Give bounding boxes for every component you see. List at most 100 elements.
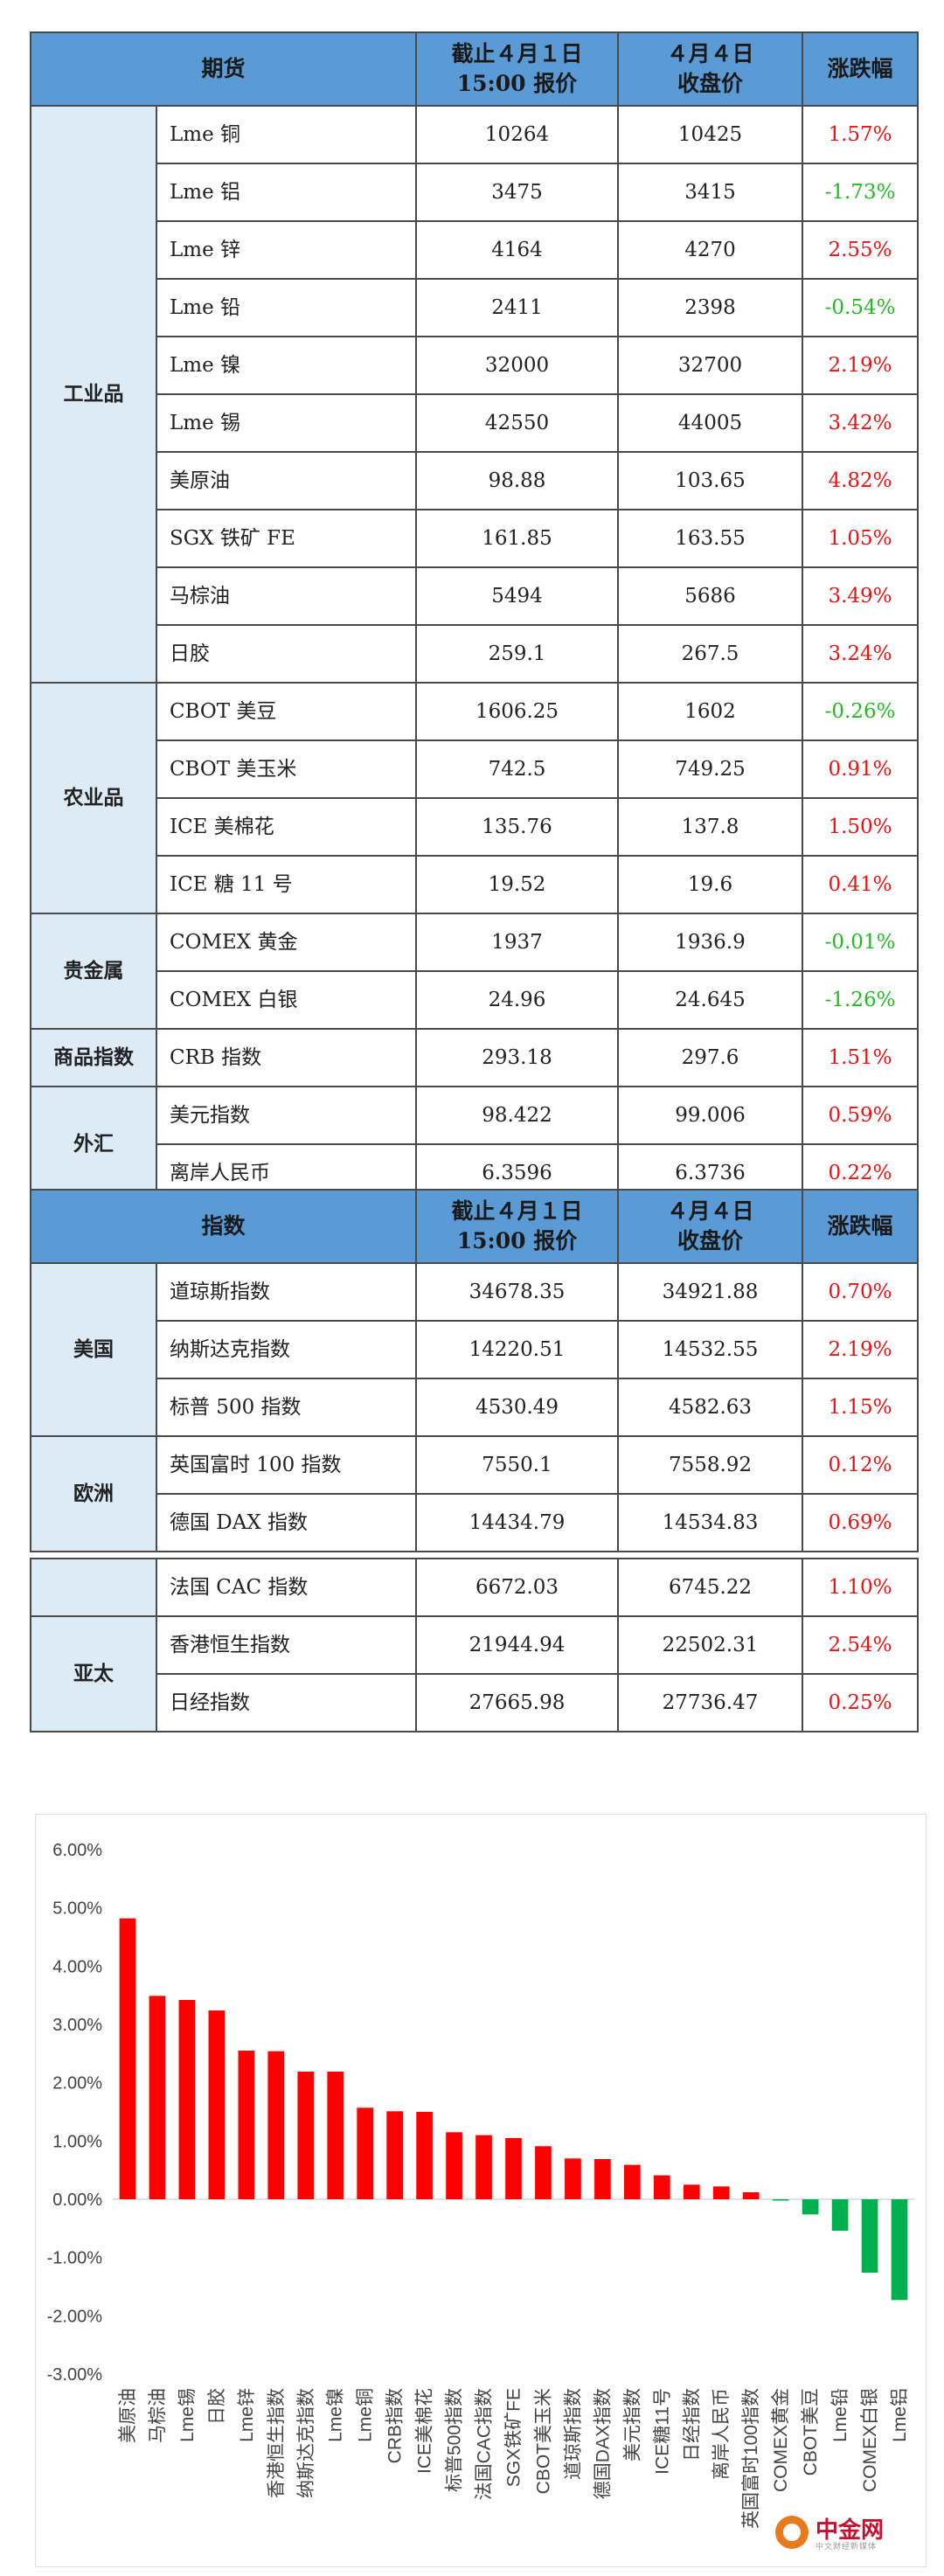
instrument-name: 日胶 [155, 624, 418, 684]
close-price: 14532.55 [617, 1320, 804, 1379]
prev-quote: 2411 [415, 278, 620, 337]
bar [416, 2112, 433, 2199]
instrument-name: 马棕油 [155, 566, 418, 626]
x-category-label: ICE糖11号 [652, 2388, 672, 2475]
y-tick-label: -2.00% [47, 2307, 103, 2326]
x-category-label: Lme镍 [326, 2388, 346, 2442]
instrument-name: 美原油 [155, 451, 418, 510]
header-change: 涨跌幅 [802, 1189, 920, 1264]
header-close-price: ４月４日 收盘价 [617, 31, 804, 107]
prev-quote: 4164 [415, 220, 620, 280]
change-percent: 2.55% [802, 220, 920, 280]
x-category-label: 道琼斯指数 [563, 2388, 583, 2480]
table-row: COMEX 白银 24.96 24.645 -1.26% [31, 970, 920, 1030]
prev-quote: 14434.79 [415, 1493, 620, 1552]
prev-quote: 1606.25 [415, 682, 620, 741]
change-percent: 0.25% [802, 1673, 919, 1732]
close-price: 34921.88 [617, 1262, 804, 1322]
instrument-name: 标普 500 指数 [155, 1378, 418, 1437]
table-header-row: 期货 截止４月１日 15:00 报价 ４月４日 收盘价 涨跌幅 [29, 31, 920, 107]
prev-quote: 24.96 [415, 970, 620, 1030]
instrument-name: 美元指数 [155, 1086, 418, 1145]
close-price: 4582.63 [617, 1378, 804, 1437]
bar [742, 2192, 760, 2199]
close-price: 1936.9 [617, 913, 804, 972]
instrument-name: Lme 铜 [155, 105, 418, 164]
change-percent: -1.73% [802, 163, 920, 222]
prev-quote: 259.1 [415, 624, 620, 684]
close-price: 99.006 [617, 1086, 804, 1145]
index-table-continued: 法国 CAC 指数 6672.03 6745.22 1.10% 亚太 香港恒生指数 2194… [30, 1558, 919, 1732]
change-percent: -0.01% [802, 913, 920, 972]
table-row: 马棕油 5494 5686 3.49% [31, 566, 920, 626]
header-close-line2: 收盘价 [677, 71, 744, 96]
x-category-label: CBOT美豆 [801, 2388, 821, 2475]
header-prev-quote: 截止４月１日 15:00 报价 [415, 1189, 620, 1264]
prev-quote: 10264 [415, 105, 620, 164]
instrument-name: Lme 铅 [155, 278, 418, 337]
prev-quote: 3475 [415, 163, 620, 222]
y-tick-label: 6.00% [52, 1841, 102, 1860]
table-row: 贵金属 COMEX 黄金 1937 1936.9 -0.01% [30, 913, 920, 1030]
close-price: 163.55 [617, 509, 804, 568]
row-category: 欧洲 [30, 1435, 157, 1552]
close-price: 297.6 [617, 1028, 804, 1087]
prev-quote: 7550.1 [415, 1435, 620, 1495]
change-percent: 1.50% [802, 797, 920, 857]
bar [624, 2164, 641, 2199]
close-price: 2398 [617, 278, 804, 337]
instrument-name: 道琼斯指数 [155, 1262, 418, 1322]
instrument-name: 法国 CAC 指数 [156, 1558, 417, 1617]
prev-quote: 32000 [415, 336, 620, 395]
table-row: 法国 CAC 指数 6672.03 6745.22 1.10% [30, 1558, 919, 1617]
x-category-label: SGX铁矿FE [504, 2388, 524, 2487]
x-category-label: ICE美棉花 [415, 2388, 435, 2474]
instrument-name: SGX 铁矿 FE [155, 509, 418, 568]
table-row: 工业品 Lme 铜 10264 10425 1.57% [30, 105, 920, 684]
change-percent: 0.59% [802, 1086, 920, 1145]
instrument-name: ICE 糖 11 号 [155, 855, 418, 914]
table-row: Lme 锌 4164 4270 2.55% [31, 220, 920, 280]
change-percent: 1.57% [802, 105, 920, 164]
x-category-label: Lme铅 [830, 2388, 850, 2442]
table-row: 欧洲 英国富时 100 指数 7550.1 7558.92 0.12% [30, 1435, 920, 1552]
prev-quote: 161.85 [415, 509, 620, 568]
close-price: 14534.83 [617, 1493, 804, 1552]
close-price: 32700 [617, 336, 804, 395]
bar [831, 2199, 849, 2231]
change-percent: 2.54% [802, 1615, 919, 1675]
close-price: 19.6 [617, 855, 804, 914]
prev-quote: 5494 [415, 566, 620, 626]
change-percent: 2.19% [802, 1320, 920, 1379]
bar [149, 1996, 166, 2199]
header-category-label: 指数 [29, 1189, 418, 1264]
close-price: 3415 [617, 163, 804, 222]
x-category-label: CBOT美玉米 [533, 2388, 553, 2494]
prev-quote: 1937 [415, 913, 620, 972]
close-price: 10425 [617, 105, 804, 164]
instrument-name: Lme 锡 [155, 393, 418, 453]
x-category-label: 美元指数 [622, 2388, 642, 2461]
change-percent: 0.91% [802, 739, 920, 799]
prev-quote: 98.88 [415, 451, 620, 510]
instrument-name: 纳斯达克指数 [155, 1320, 418, 1379]
instrument-name: Lme 铝 [155, 163, 418, 222]
close-price: 6745.22 [617, 1558, 803, 1617]
x-category-label: 英国富时100指数 [741, 2388, 761, 2529]
prev-quote: 742.5 [415, 739, 620, 799]
instrument-name: 日经指数 [156, 1673, 417, 1732]
bar [297, 2072, 315, 2199]
x-category-label: 德国DAX指数 [593, 2388, 613, 2499]
futures-table: 期货 截止４月１日 15:00 报价 ４月４日 收盘价 涨跌幅 工业品 Lme 铜 10264 1… [29, 31, 920, 1203]
watermark-logo: 中金网 中文财经新媒体 [775, 2510, 906, 2556]
x-category-label: 美原油 [118, 2388, 138, 2443]
instrument-name: COMEX 白银 [155, 970, 418, 1030]
logo-name: 中金网 [816, 2517, 885, 2544]
x-category-label: 标普500指数 [445, 2388, 465, 2492]
close-price: 24.645 [617, 970, 804, 1030]
instrument-name: 香港恒生指数 [156, 1615, 417, 1675]
row-category: 外汇 [30, 1086, 157, 1203]
y-tick-label: 2.00% [52, 2074, 102, 2093]
table-row: Lme 镍 32000 32700 2.19% [31, 336, 920, 395]
row-category: 农业品 [30, 682, 157, 914]
